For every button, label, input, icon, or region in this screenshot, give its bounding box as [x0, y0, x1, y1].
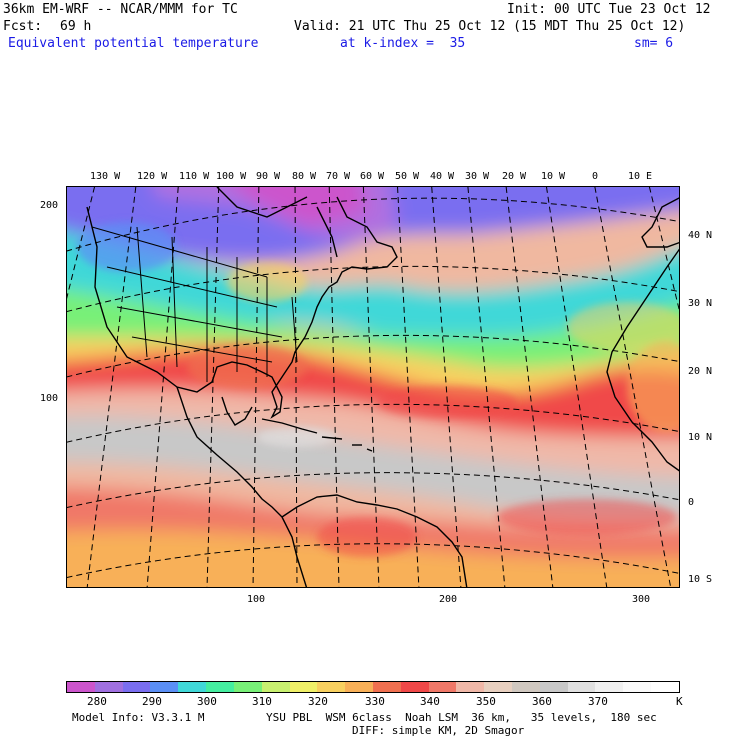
- lon-label: 90 W: [256, 171, 281, 182]
- colorbar-label: 300: [197, 695, 217, 708]
- colorbar-swatch: [122, 682, 151, 692]
- lat-label: 10 S: [688, 574, 713, 585]
- model-title: 36km EM-WRF -- NCAR/MMM for TC: [3, 2, 238, 17]
- colorbar-swatch: [623, 682, 652, 692]
- forecast-hour: 69 h: [60, 19, 92, 34]
- grid-x-label: 300: [632, 594, 651, 605]
- lon-label: 10 W: [541, 171, 566, 182]
- colorbar-label: 350: [476, 695, 496, 708]
- grid-y-label: 100: [40, 393, 59, 404]
- colorbar-label: 340: [420, 695, 440, 708]
- colorbar-swatch: [261, 682, 290, 692]
- colorbar-swatch: [317, 682, 346, 692]
- colorbar-swatch: [567, 682, 596, 692]
- colorbar-label: 320: [308, 695, 328, 708]
- model-info: Model Info: V3.3.1 M: [72, 711, 205, 724]
- lon-label: 110 W: [179, 171, 210, 182]
- lon-label: 30 W: [465, 171, 490, 182]
- colorbar-swatch: [150, 682, 179, 692]
- colorbar-unit: K: [676, 695, 683, 708]
- smoothing-info: sm= 6: [634, 36, 674, 51]
- lon-label: 50 W: [395, 171, 420, 182]
- lat-label: 0: [688, 497, 695, 508]
- grid-y-label: 200: [40, 200, 59, 211]
- colorbar-swatch: [289, 682, 318, 692]
- init-time: Init: 00 UTC Tue 23 Oct 12: [507, 2, 711, 17]
- diffusion-info: DIFF: simple KM, 2D Smagor: [352, 724, 525, 737]
- valid-time: Valid: 21 UTC Thu 25 Oct 12 (15 MDT Thu …: [294, 19, 686, 34]
- colorbar-label: 330: [365, 695, 385, 708]
- colorbar-swatch: [651, 682, 679, 692]
- colorbar-label: 280: [87, 695, 107, 708]
- lat-label: 30 N: [688, 298, 713, 309]
- colorbar-swatch: [372, 682, 401, 692]
- colorbar-swatch: [400, 682, 429, 692]
- colorbar-swatch: [94, 682, 123, 692]
- theta-e-map: [66, 186, 680, 588]
- state-borders: [91, 226, 298, 382]
- colorbar-swatch: [67, 682, 95, 692]
- colorbar-swatch: [178, 682, 207, 692]
- grid-x-label: 100: [247, 594, 266, 605]
- colorbar-swatch: [345, 682, 373, 692]
- physics-info: YSU PBL WSM 6class Noah LSM 36 km, 35 le…: [266, 711, 657, 724]
- graticule: [67, 187, 679, 587]
- coastlines: [86, 187, 679, 587]
- colorbar-swatch: [428, 682, 457, 692]
- lon-label: 100 W: [216, 171, 247, 182]
- lon-label: 40 W: [430, 171, 455, 182]
- lat-label: 40 N: [688, 230, 713, 241]
- lon-label: 80 W: [292, 171, 317, 182]
- colorbar-swatch: [512, 682, 540, 692]
- forecast-label: Fcst:: [3, 19, 43, 34]
- colorbar: [66, 681, 680, 693]
- lat-label: 10 N: [688, 432, 713, 443]
- colorbar-label: 360: [532, 695, 552, 708]
- lon-label: 10 E: [628, 171, 653, 182]
- vertical-level: at k-index = 35: [340, 36, 466, 51]
- colorbar-swatch: [595, 682, 624, 692]
- lon-label: 130 W: [90, 171, 121, 182]
- lat-label: 20 N: [688, 366, 713, 377]
- map-graphic: [67, 187, 679, 587]
- field-name: Equivalent potential temperature: [8, 36, 259, 51]
- colorbar-label: 290: [142, 695, 162, 708]
- colorbar-swatch: [233, 682, 262, 692]
- grid-x-label: 200: [439, 594, 458, 605]
- lon-label: 20 W: [502, 171, 527, 182]
- lon-label: 70 W: [326, 171, 351, 182]
- colorbar-label: 310: [252, 695, 272, 708]
- colorbar-swatch: [484, 682, 512, 692]
- colorbar-swatch: [539, 682, 568, 692]
- colorbar-label: 370: [588, 695, 608, 708]
- lon-label: 0: [592, 171, 599, 182]
- lon-label: 60 W: [360, 171, 385, 182]
- colorbar-swatch: [456, 682, 485, 692]
- colorbar-swatch: [206, 682, 234, 692]
- lon-label: 120 W: [137, 171, 168, 182]
